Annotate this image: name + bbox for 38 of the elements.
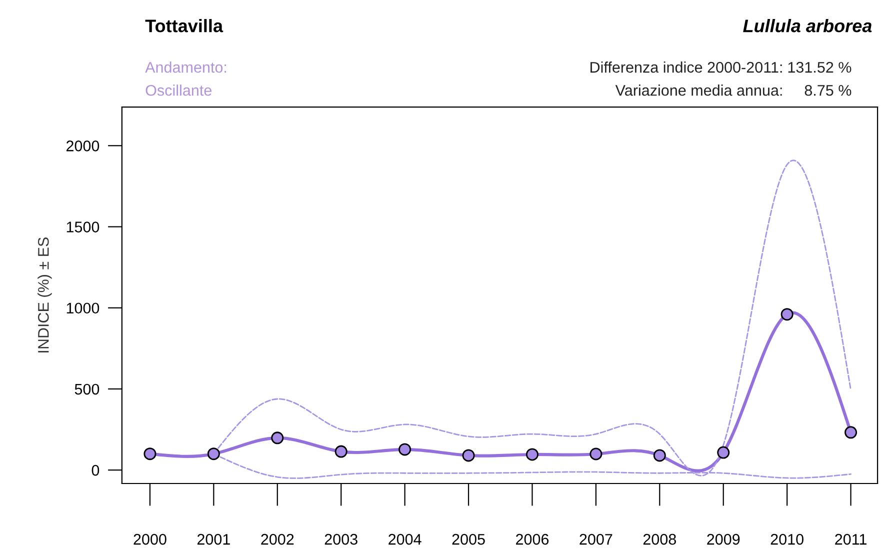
text: Andamento: <box>145 62 226 73</box>
point <box>271 432 284 444</box>
chart-title: Tottavilla <box>145 19 224 32</box>
x-tick-label: 2005 <box>452 534 485 545</box>
point <box>590 448 602 460</box>
text: 131.52 % <box>788 62 852 73</box>
x-tick-label: 2008 <box>643 534 676 545</box>
point <box>207 448 220 460</box>
y-tick-label: 0 <box>92 464 100 476</box>
x-tick-label: 2003 <box>324 534 358 545</box>
point <box>717 446 730 459</box>
x-tick-label: 2006 <box>516 534 549 545</box>
text: Oscillante <box>146 84 212 96</box>
y-axis-title: INDICE (%) ± ES <box>38 237 52 352</box>
point <box>462 449 475 462</box>
text: Differenza indice 2000-2011: <box>590 62 782 73</box>
y-tick-label: 500 <box>74 384 100 395</box>
text: 8.75 % <box>804 84 852 96</box>
point <box>398 443 412 456</box>
point <box>653 449 666 462</box>
y-tick-label: 1000 <box>66 302 100 314</box>
chart-subtitle: Lullula arborea <box>743 19 872 32</box>
x-tick-label: 2011 <box>835 534 866 545</box>
x-tick-label: 2007 <box>580 534 612 545</box>
x-tick-label: 2001 <box>197 534 230 545</box>
x-tick-label: 2010 <box>770 534 804 545</box>
point <box>334 445 348 458</box>
y-tick-label: 2000 <box>66 140 100 152</box>
x-tick-label: 2000 <box>134 534 166 545</box>
x-tick-label: 2004 <box>388 534 422 545</box>
point <box>144 448 156 460</box>
text: Variazione media annua: <box>615 84 782 96</box>
point <box>526 448 538 461</box>
point <box>780 308 794 321</box>
point <box>844 426 858 439</box>
x-tick-label: 2009 <box>707 534 740 545</box>
x-tick-label: 2002 <box>261 534 294 545</box>
y-tick-label: 1500 <box>66 222 100 232</box>
